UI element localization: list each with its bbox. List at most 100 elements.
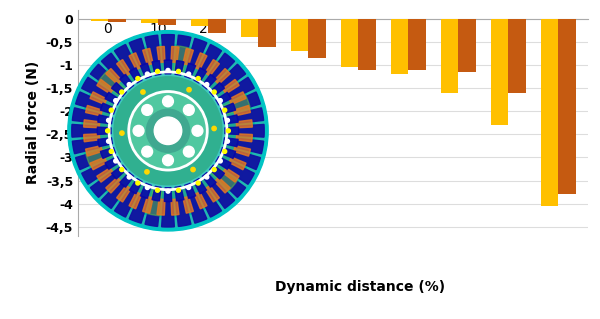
Circle shape: [72, 34, 264, 227]
Bar: [208, 19, 226, 33]
Wedge shape: [106, 69, 122, 84]
Wedge shape: [82, 77, 109, 100]
Wedge shape: [129, 196, 148, 223]
Circle shape: [184, 146, 194, 157]
Wedge shape: [233, 105, 250, 116]
Wedge shape: [219, 173, 245, 197]
Wedge shape: [210, 182, 235, 208]
Wedge shape: [227, 162, 254, 184]
Wedge shape: [112, 165, 127, 179]
Bar: [541, 19, 558, 206]
Wedge shape: [129, 38, 148, 66]
Wedge shape: [236, 108, 263, 123]
Wedge shape: [183, 48, 193, 65]
Wedge shape: [236, 120, 253, 128]
Circle shape: [107, 139, 110, 143]
Wedge shape: [105, 92, 120, 105]
Circle shape: [154, 117, 182, 145]
Bar: [308, 19, 325, 58]
Wedge shape: [101, 182, 126, 208]
Wedge shape: [171, 199, 179, 215]
Wedge shape: [86, 147, 115, 166]
Circle shape: [109, 108, 113, 112]
Circle shape: [218, 99, 222, 103]
Wedge shape: [209, 83, 224, 97]
Circle shape: [114, 99, 118, 103]
Wedge shape: [116, 60, 131, 76]
Circle shape: [97, 60, 239, 202]
Wedge shape: [97, 79, 113, 94]
Wedge shape: [202, 74, 216, 89]
Wedge shape: [216, 92, 231, 105]
Circle shape: [212, 90, 216, 94]
Wedge shape: [223, 79, 239, 94]
Wedge shape: [97, 127, 111, 135]
Circle shape: [218, 159, 222, 163]
Bar: [290, 19, 308, 51]
Circle shape: [109, 72, 227, 190]
Wedge shape: [209, 165, 224, 179]
Circle shape: [155, 69, 160, 73]
Bar: [241, 19, 258, 37]
Circle shape: [163, 96, 173, 107]
Wedge shape: [223, 115, 238, 124]
Circle shape: [136, 77, 140, 80]
Wedge shape: [216, 157, 231, 169]
Circle shape: [133, 125, 144, 136]
Wedge shape: [105, 157, 120, 169]
Bar: [191, 19, 208, 26]
Wedge shape: [176, 35, 191, 62]
Wedge shape: [229, 92, 246, 105]
Wedge shape: [185, 63, 196, 78]
Wedge shape: [214, 177, 230, 193]
Wedge shape: [72, 124, 97, 137]
Wedge shape: [157, 47, 165, 63]
Circle shape: [120, 90, 124, 94]
Circle shape: [127, 83, 131, 86]
Wedge shape: [90, 92, 107, 105]
Wedge shape: [221, 96, 250, 115]
Wedge shape: [76, 151, 103, 170]
Circle shape: [146, 109, 190, 152]
Circle shape: [129, 92, 207, 170]
Wedge shape: [229, 157, 246, 170]
Wedge shape: [202, 173, 216, 187]
Text: Dynamic distance (%): Dynamic distance (%): [275, 280, 445, 294]
Bar: [558, 19, 575, 195]
Wedge shape: [140, 183, 151, 198]
Circle shape: [212, 126, 216, 131]
Circle shape: [155, 188, 160, 192]
Bar: [258, 19, 275, 47]
Circle shape: [114, 77, 222, 185]
Wedge shape: [233, 146, 250, 156]
Wedge shape: [161, 201, 175, 227]
Circle shape: [142, 146, 152, 157]
Wedge shape: [236, 138, 263, 154]
Circle shape: [141, 90, 145, 94]
Wedge shape: [112, 83, 127, 97]
Wedge shape: [236, 134, 253, 142]
Bar: [391, 19, 408, 74]
Wedge shape: [227, 77, 254, 100]
Wedge shape: [188, 196, 207, 223]
Wedge shape: [210, 53, 235, 80]
Wedge shape: [130, 179, 142, 194]
Wedge shape: [152, 186, 161, 201]
Wedge shape: [220, 103, 236, 114]
Circle shape: [127, 175, 131, 179]
Wedge shape: [82, 162, 109, 184]
Wedge shape: [175, 61, 184, 75]
Wedge shape: [115, 189, 137, 217]
Circle shape: [226, 139, 229, 143]
Wedge shape: [106, 177, 122, 193]
Circle shape: [187, 72, 191, 76]
Circle shape: [120, 168, 124, 172]
Wedge shape: [145, 199, 160, 226]
Circle shape: [196, 181, 200, 185]
Circle shape: [109, 150, 113, 153]
Wedge shape: [183, 196, 193, 213]
Bar: [158, 19, 176, 25]
Wedge shape: [143, 196, 153, 213]
Circle shape: [184, 105, 194, 115]
Wedge shape: [83, 134, 100, 142]
